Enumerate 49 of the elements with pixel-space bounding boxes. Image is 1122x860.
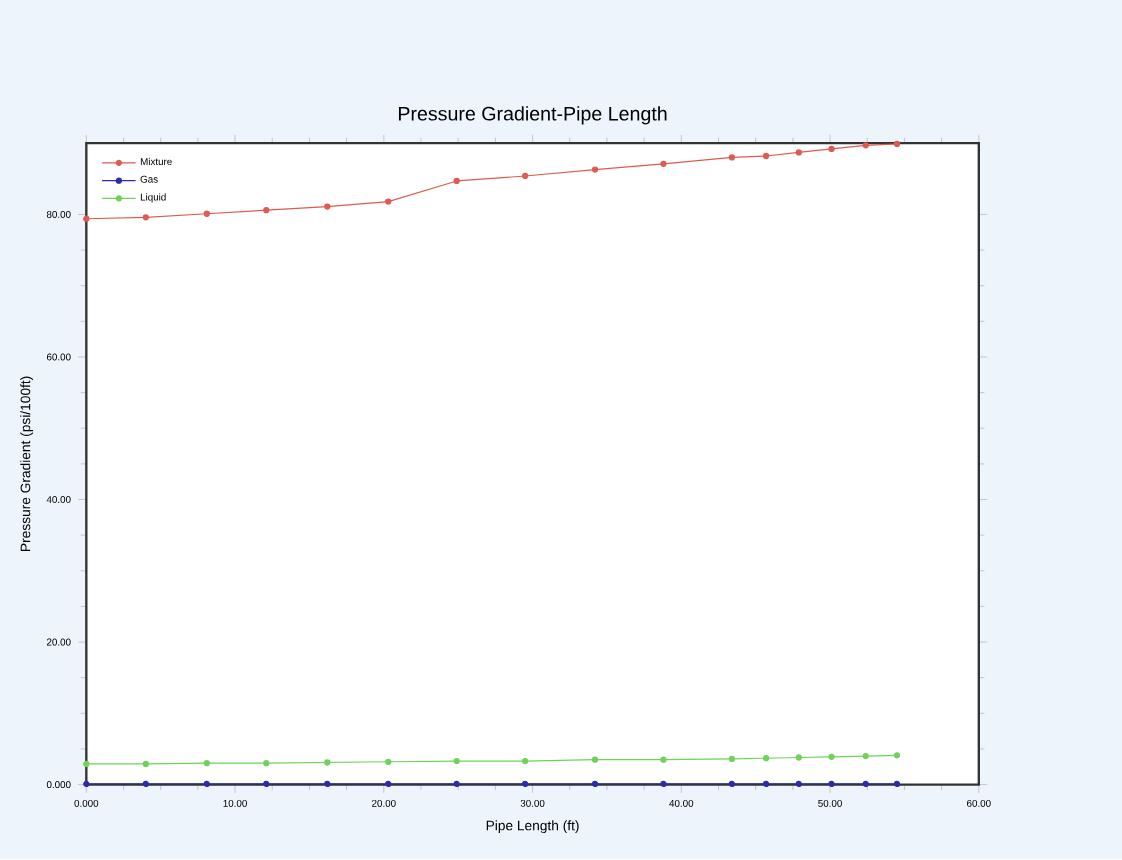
point bbox=[660, 756, 667, 764]
point bbox=[324, 781, 331, 788]
point bbox=[862, 142, 869, 149]
point bbox=[591, 756, 599, 764]
point bbox=[203, 211, 210, 218]
point bbox=[728, 154, 736, 162]
point bbox=[324, 759, 331, 767]
point bbox=[862, 781, 869, 788]
point bbox=[385, 781, 392, 788]
point bbox=[728, 781, 736, 788]
point bbox=[263, 760, 270, 767]
point bbox=[203, 781, 210, 788]
chart-title: Pressure Gradient-Pipe Length bbox=[398, 106, 667, 125]
point bbox=[828, 146, 835, 153]
point bbox=[762, 153, 770, 160]
point bbox=[591, 781, 599, 788]
point bbox=[521, 173, 529, 180]
point bbox=[263, 207, 270, 214]
point bbox=[893, 781, 901, 788]
point bbox=[795, 149, 802, 157]
point bbox=[893, 141, 901, 148]
point bbox=[795, 754, 802, 762]
point bbox=[142, 761, 149, 768]
point bbox=[828, 754, 835, 761]
point bbox=[762, 755, 770, 762]
point bbox=[521, 781, 529, 788]
point bbox=[142, 214, 149, 221]
point bbox=[862, 753, 869, 760]
point bbox=[324, 203, 331, 211]
point bbox=[385, 198, 392, 206]
point bbox=[263, 781, 270, 788]
point bbox=[453, 781, 460, 788]
point bbox=[453, 178, 460, 185]
point bbox=[728, 756, 736, 763]
point bbox=[142, 781, 149, 788]
point bbox=[660, 161, 667, 168]
point bbox=[83, 781, 90, 788]
point bbox=[762, 781, 770, 788]
point bbox=[795, 781, 802, 788]
point bbox=[453, 758, 460, 765]
point bbox=[893, 752, 901, 759]
point bbox=[83, 216, 90, 223]
point bbox=[828, 781, 835, 788]
point bbox=[660, 781, 667, 788]
point bbox=[385, 759, 392, 766]
point bbox=[591, 166, 599, 174]
point bbox=[203, 760, 210, 767]
point bbox=[83, 761, 90, 768]
point bbox=[521, 758, 529, 765]
